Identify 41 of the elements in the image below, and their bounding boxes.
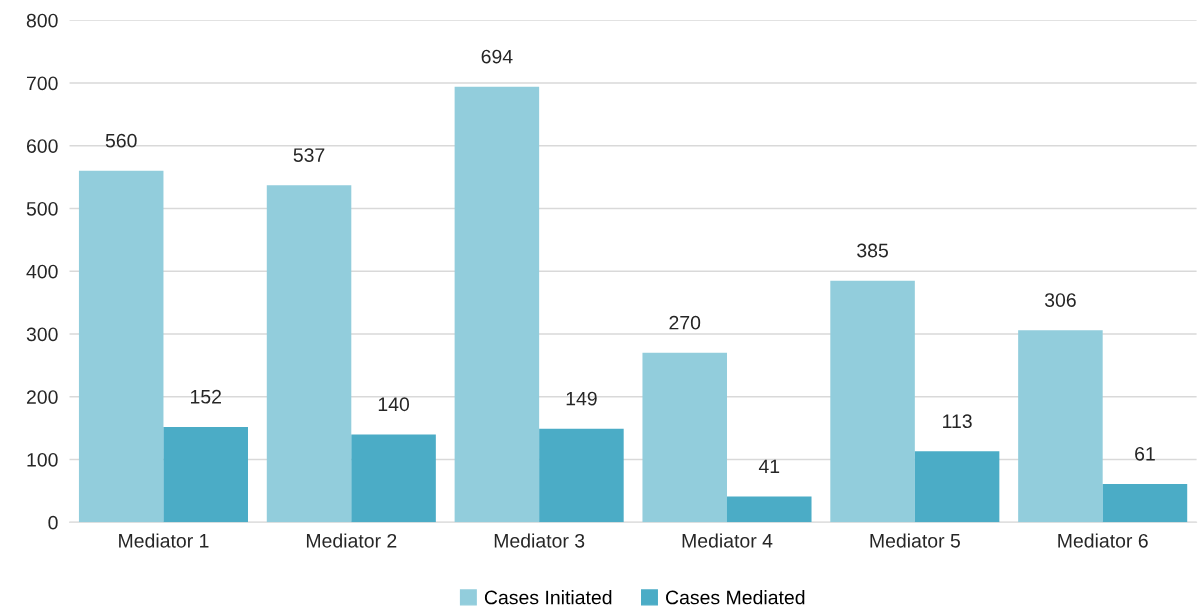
bar bbox=[642, 352, 727, 523]
y-tick-label: 300 bbox=[26, 327, 58, 342]
y-tick-label: 500 bbox=[26, 201, 58, 216]
data-label: 270 bbox=[669, 315, 701, 330]
x-tick-label: Mediator 3 bbox=[494, 533, 585, 548]
data-label: 140 bbox=[378, 397, 410, 412]
legend-label: Cases Mediated bbox=[666, 590, 805, 605]
data-label: 560 bbox=[105, 133, 137, 148]
x-tick-label: Mediator 1 bbox=[119, 533, 209, 548]
y-tick-label: 800 bbox=[26, 13, 58, 28]
data-label: 306 bbox=[1044, 293, 1076, 307]
data-label: 41 bbox=[758, 459, 780, 474]
bar bbox=[351, 434, 436, 523]
data-label: 61 bbox=[1135, 446, 1155, 461]
bar bbox=[78, 170, 164, 523]
y-tick-label: 200 bbox=[26, 390, 58, 404]
bar bbox=[1102, 483, 1188, 523]
bar bbox=[266, 185, 352, 523]
bar bbox=[1018, 330, 1103, 523]
y-tick-label: 100 bbox=[27, 452, 58, 467]
data-label: 385 bbox=[857, 243, 888, 258]
x-tick-label: Mediator 6 bbox=[1058, 533, 1148, 548]
y-tick-label: 400 bbox=[26, 264, 58, 279]
x-tick-label: Mediator 2 bbox=[306, 533, 397, 548]
data-label: 149 bbox=[566, 391, 597, 406]
y-tick-label: 0 bbox=[48, 515, 58, 530]
y-tick-label: 700 bbox=[26, 76, 58, 91]
x-tick-label: Mediator 4 bbox=[682, 533, 773, 548]
legend-label: Cases Initiated bbox=[484, 590, 612, 605]
y-tick-label: 600 bbox=[26, 139, 58, 153]
bar bbox=[914, 451, 1000, 523]
bar bbox=[163, 426, 248, 523]
bar bbox=[830, 280, 915, 523]
x-tick-label: Mediator 5 bbox=[870, 533, 960, 548]
bar bbox=[726, 496, 812, 523]
bar bbox=[539, 428, 624, 523]
data-label: 152 bbox=[190, 389, 221, 404]
data-label: 694 bbox=[481, 49, 513, 64]
bar bbox=[454, 86, 540, 523]
data-label: 537 bbox=[293, 148, 325, 162]
data-label: 113 bbox=[943, 414, 972, 429]
